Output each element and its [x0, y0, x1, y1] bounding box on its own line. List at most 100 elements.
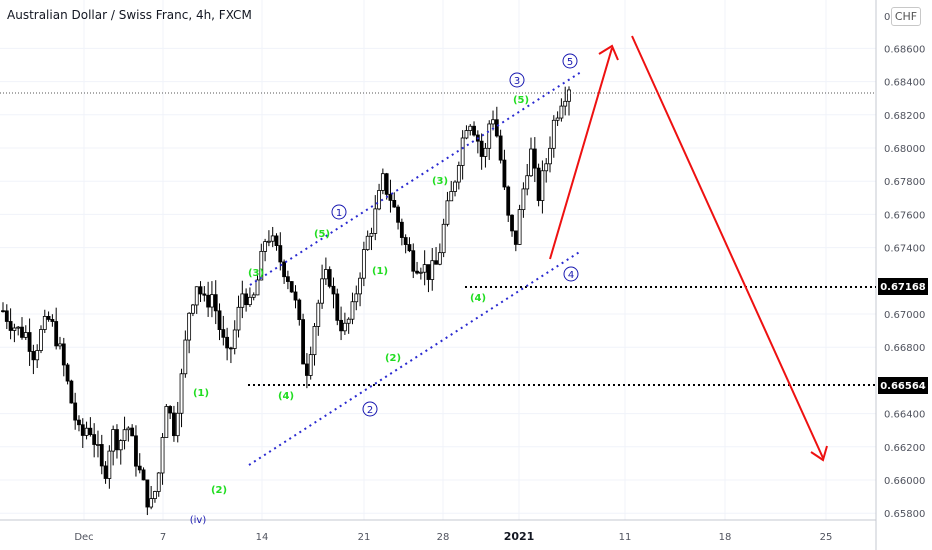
candle-body: [134, 435, 138, 467]
candle-body: [437, 252, 442, 265]
candle-body: [8, 321, 13, 331]
minor-wave-labels: (1) (2) (3) (4) (5) (1) (2) (3) (4) (5): [193, 95, 529, 496]
wave-label: (2): [211, 485, 227, 496]
candle-body: [388, 193, 393, 201]
candle-body: [312, 326, 317, 356]
candle-body: [483, 147, 488, 157]
candle-body: [141, 469, 146, 481]
candle-body: [468, 125, 473, 131]
y-tick-label: 0.67800: [884, 177, 925, 188]
candle-body: [42, 316, 47, 330]
candle-body: [236, 306, 241, 331]
candle-body: [61, 343, 66, 366]
candle-body: [12, 327, 17, 331]
candle-body: [498, 135, 503, 161]
wave-label: (2): [385, 353, 401, 364]
candle-body: [244, 293, 249, 306]
chart-title: Australian Dollar / Swiss Franc, 4h, FXC…: [7, 8, 252, 22]
candle-body: [210, 294, 214, 308]
level-tag-upper-bg: [878, 278, 928, 295]
projection-arrow-down: [631, 35, 828, 462]
candle-body: [1, 310, 5, 313]
candle-body: [274, 235, 279, 246]
wave-number: 4: [568, 270, 574, 281]
candle-body: [434, 260, 438, 265]
wave-label: (1): [193, 388, 209, 399]
wave-label: (5): [513, 95, 529, 106]
candle-body: [350, 301, 355, 320]
candle-body: [521, 188, 526, 211]
candle-body: [213, 294, 218, 312]
candle-body: [513, 230, 518, 245]
candle-body: [373, 208, 378, 234]
candle-body: [111, 429, 116, 452]
wave-circle: [509, 72, 525, 88]
x-tick-label: 2021: [504, 530, 535, 543]
candle-body: [255, 279, 260, 296]
wave-circle: [362, 401, 378, 417]
x-tick-label: 7: [160, 532, 166, 543]
candle-body: [183, 339, 188, 375]
candle-body: [502, 159, 507, 188]
candle-body: [270, 235, 275, 242]
candle-body: [399, 221, 404, 238]
currency-button[interactable]: CHF: [891, 7, 921, 26]
candle-body: [304, 363, 309, 376]
candle-body: [232, 329, 237, 349]
candle-body: [540, 170, 545, 201]
candle-body: [346, 318, 351, 324]
candle-body: [422, 264, 427, 273]
projection-arrow-up: [549, 44, 619, 260]
candle-body: [411, 250, 416, 272]
candle-body: [278, 245, 283, 263]
candle-body: [479, 140, 484, 157]
candle-body: [153, 491, 157, 500]
channel-upper-line: [249, 71, 582, 286]
candle-body: [122, 429, 127, 441]
candle-body: [282, 261, 287, 278]
y-tick-label: 0.66200: [884, 443, 925, 454]
candle-body: [198, 286, 203, 295]
x-tick-label: 25: [820, 532, 833, 543]
candle-body: [460, 137, 465, 166]
candle-body: [365, 235, 370, 251]
candle-body: [160, 437, 165, 474]
candle-body: [555, 117, 560, 121]
candle-body: [559, 105, 564, 119]
candle-body: [23, 332, 28, 338]
candle-body: [39, 329, 43, 351]
candle-body: [510, 214, 514, 232]
y-tick-label: 0.: [884, 12, 894, 23]
candle-body: [494, 119, 499, 137]
wave-label: (4): [470, 293, 486, 304]
x-tick-label: 18: [719, 532, 732, 543]
candle-body: [69, 380, 74, 404]
candle-body: [323, 269, 328, 280]
candle-body: [99, 444, 104, 467]
y-tick-label: 0.68400: [884, 78, 925, 89]
candle-body: [567, 89, 571, 102]
candle-body: [248, 296, 252, 306]
candle-body: [31, 351, 36, 361]
candle-body: [506, 186, 511, 216]
candle-body: [487, 123, 492, 149]
y-tick-label: 0.66400: [884, 410, 925, 421]
candle-body: [145, 479, 150, 508]
candle-body: [456, 165, 461, 183]
candle-body: [191, 304, 195, 314]
candle-body: [301, 319, 305, 365]
candle-body: [529, 148, 533, 177]
major-wave-labels: [331, 53, 579, 417]
vertical-grid: [83, 0, 827, 520]
candle-body: [445, 200, 450, 225]
wave-number: 3: [514, 76, 520, 87]
candle-body: [327, 269, 332, 287]
candle-body: [563, 100, 568, 107]
candle-body: [103, 465, 108, 479]
candle-body: [297, 299, 302, 320]
level-tag-upper: 0.67168: [880, 282, 926, 293]
candle-body: [194, 286, 199, 306]
candle-body: [240, 293, 245, 308]
candle-body: [361, 249, 366, 279]
